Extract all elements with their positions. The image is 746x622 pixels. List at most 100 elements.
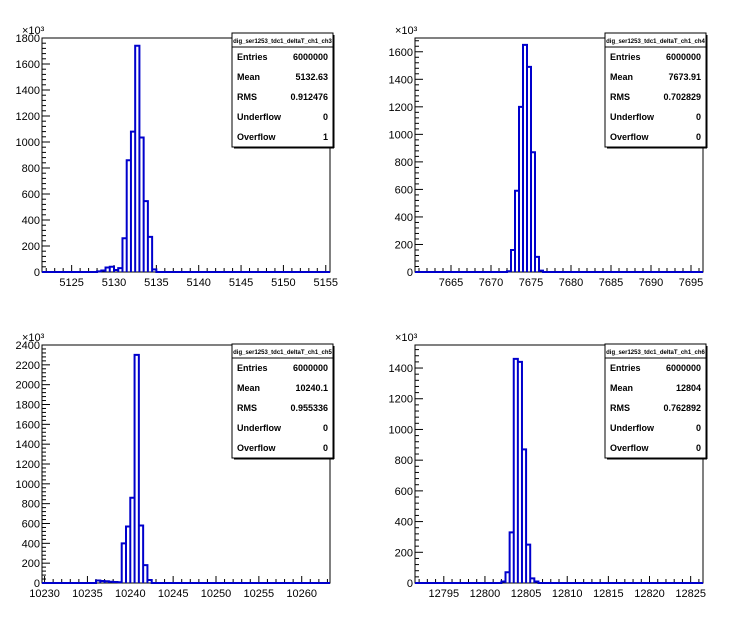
y-tick-label: 400 xyxy=(395,212,413,224)
y-tick-label: 800 xyxy=(395,455,413,467)
x-tick-label: 10230 xyxy=(29,588,60,600)
x-tick-label: 10260 xyxy=(286,588,317,600)
y-tick-label: 1200 xyxy=(16,459,40,471)
stats-box-frame xyxy=(231,343,334,459)
x-tick-label: 10255 xyxy=(244,588,275,600)
stats-box: dig_ser1253_tdc1_deltaT_ch1_ch5 Entries 60… xyxy=(231,343,335,460)
y-tick-label: 2200 xyxy=(16,360,40,372)
x-tick-label: 5140 xyxy=(186,277,210,289)
y-tick-label: 600 xyxy=(395,184,413,196)
stats-row-value: 1 xyxy=(323,132,328,142)
stats-row-label: Mean xyxy=(610,383,633,393)
y-tick-label: 1200 xyxy=(389,394,413,406)
y-tick-label: 1400 xyxy=(389,363,413,375)
y-tick-label: 1200 xyxy=(16,111,40,123)
y-tick-label: 1000 xyxy=(389,129,413,141)
stats-row-value: 0.955336 xyxy=(290,403,328,413)
y-tick-label: 400 xyxy=(395,517,413,529)
stats-row-value: 6000000 xyxy=(293,52,328,62)
y-tick-label: 800 xyxy=(395,157,413,169)
stats-row-value: 0 xyxy=(323,443,328,453)
stats-row-value: 0 xyxy=(696,443,701,453)
stats-box-frame xyxy=(231,32,334,148)
x-tick-label: 7680 xyxy=(559,277,583,289)
x-tick-label: 10250 xyxy=(201,588,232,600)
stats-row-label: Mean xyxy=(237,72,260,82)
y-tick-label: 0 xyxy=(34,267,40,279)
y-axis-multiplier: ×10³ xyxy=(22,332,45,344)
stats-row-value: 0 xyxy=(696,132,701,142)
y-tick-label: 0 xyxy=(34,578,40,590)
y-tick-label: 1200 xyxy=(389,102,413,114)
y-tick-label: 0 xyxy=(407,267,413,279)
histogram-panel-2: 7665 7670 7675 7680 7685 7690 7695 0 200 400 600 80… xyxy=(389,25,708,289)
histogram-panel-3: 10230 10235 10240 10245 10250 10255 10260 0 200 4… xyxy=(16,332,335,600)
y-tick-label: 1800 xyxy=(16,33,40,45)
x-tick-label: 10245 xyxy=(158,588,189,600)
stats-row-label: Overflow xyxy=(237,132,277,142)
y-tick-label: 1000 xyxy=(16,479,40,491)
stats-box: dig_ser1253_tdc1_deltaT_ch1_ch6 Entries 60… xyxy=(604,343,708,460)
x-tick-label: 10240 xyxy=(115,588,146,600)
stats-title: dig_ser1253_tdc1_deltaT_ch1_ch5 xyxy=(233,350,332,356)
x-tick-label: 7670 xyxy=(479,277,503,289)
y-axis-multiplier: ×10³ xyxy=(22,25,45,37)
stats-row-label: Underflow xyxy=(610,423,655,433)
x-tick-label: 12795 xyxy=(429,588,460,600)
stats-row-label: Entries xyxy=(610,52,641,62)
y-tick-label: 2400 xyxy=(16,340,40,352)
y-tick-label: 1000 xyxy=(16,137,40,149)
stats-row-value: 0.762892 xyxy=(663,403,701,413)
y-tick-label: 1400 xyxy=(16,85,40,97)
stats-row-value: 10240.1 xyxy=(295,383,328,393)
x-tick-label: 7665 xyxy=(439,277,463,289)
x-tick-label: 5155 xyxy=(314,277,338,289)
stats-row-value: 0.912476 xyxy=(290,92,328,102)
x-tick-label: 12820 xyxy=(634,588,665,600)
stats-row-value: 6000000 xyxy=(293,363,328,373)
histogram-line xyxy=(415,43,703,273)
x-tick-label: 12800 xyxy=(470,588,501,600)
stats-box-frame xyxy=(604,343,707,459)
stats-box: dig_ser1253_tdc1_deltaT_ch1_ch4 Entries 60… xyxy=(604,32,708,149)
x-tick-label: 12805 xyxy=(511,588,542,600)
x-tick-label: 5145 xyxy=(229,277,253,289)
stats-row-value: 7673.91 xyxy=(668,72,701,82)
y-tick-label: 1400 xyxy=(389,74,413,86)
y-tick-label: 400 xyxy=(22,538,40,550)
stats-row-label: RMS xyxy=(237,403,257,413)
stats-row-label: Entries xyxy=(610,363,641,373)
y-tick-label: 800 xyxy=(22,163,40,175)
stats-row-label: Entries xyxy=(237,52,268,62)
y-axis-multiplier: ×10³ xyxy=(395,332,418,344)
histogram-panel-1: 5125 5130 5135 5140 5145 5150 5155 0 200 400 600 80… xyxy=(16,25,338,289)
stats-row-label: Entries xyxy=(237,363,268,373)
stats-row-label: RMS xyxy=(610,92,630,102)
y-tick-label: 1000 xyxy=(389,424,413,436)
x-tick-label: 12810 xyxy=(552,588,583,600)
stats-row-value: 0.702829 xyxy=(663,92,701,102)
stats-row-value: 0 xyxy=(696,423,701,433)
stats-title: dig_ser1253_tdc1_deltaT_ch1_ch4 xyxy=(606,39,705,45)
x-tick-label: 5150 xyxy=(271,277,295,289)
histogram-line xyxy=(415,357,703,584)
stats-row-value: 0 xyxy=(323,423,328,433)
stats-row-label: Overflow xyxy=(610,443,650,453)
stats-box-frame xyxy=(604,32,707,148)
y-tick-label: 200 xyxy=(395,547,413,559)
histogram-line xyxy=(42,44,330,273)
y-tick-label: 400 xyxy=(22,215,40,227)
stats-row-label: Overflow xyxy=(237,443,277,453)
stats-row-value: 6000000 xyxy=(666,363,701,373)
x-tick-label: 5135 xyxy=(144,277,168,289)
y-tick-label: 200 xyxy=(22,241,40,253)
x-tick-label: 12815 xyxy=(593,588,624,600)
x-tick-label: 7675 xyxy=(519,277,543,289)
y-tick-label: 1600 xyxy=(389,47,413,59)
stats-row-value: 6000000 xyxy=(666,52,701,62)
y-tick-label: 1600 xyxy=(16,59,40,71)
y-tick-label: 800 xyxy=(22,499,40,511)
x-tick-label: 7690 xyxy=(639,277,663,289)
y-tick-label: 600 xyxy=(395,486,413,498)
